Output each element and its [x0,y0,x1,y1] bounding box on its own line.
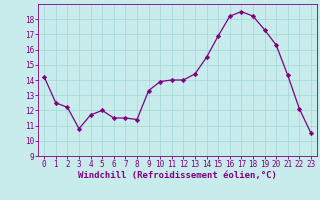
X-axis label: Windchill (Refroidissement éolien,°C): Windchill (Refroidissement éolien,°C) [78,171,277,180]
